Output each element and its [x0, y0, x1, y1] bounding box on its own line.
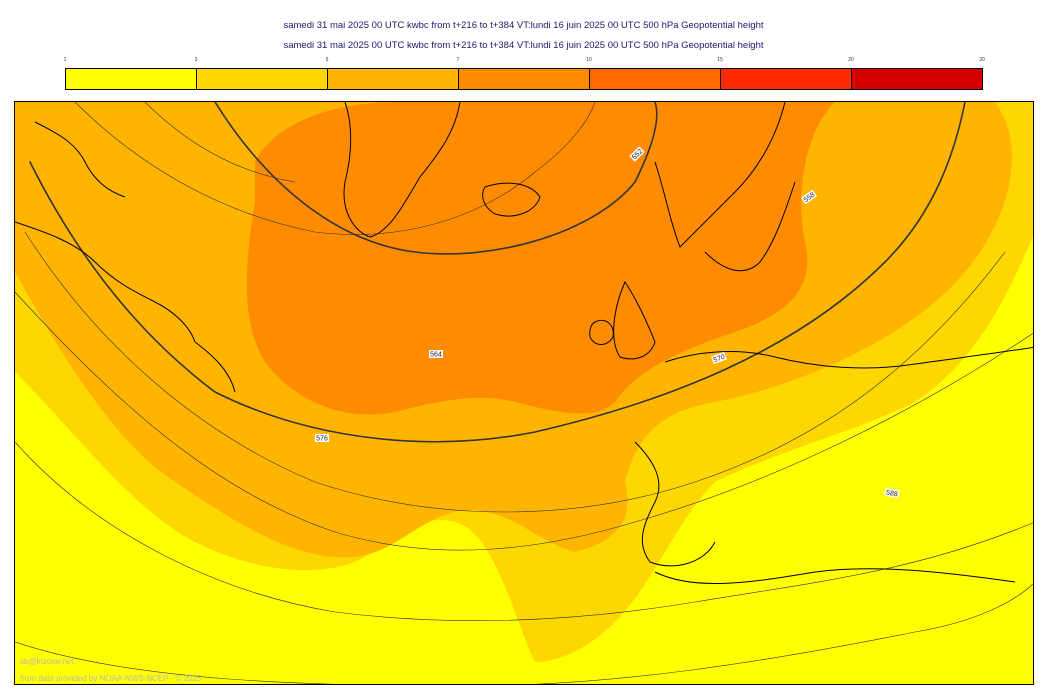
legend-swatch-1: [66, 69, 197, 89]
legend-tick-15: 15: [717, 57, 723, 63]
weather-map[interactable]: 552 558 564 570 576 588: [14, 101, 1034, 685]
svg-text:576: 576: [316, 436, 328, 443]
legend-swatch-5: [590, 69, 721, 89]
svg-text:588: 588: [885, 490, 898, 499]
legend-tick-7: 7: [456, 57, 460, 63]
data-source-credit: from data provided by NOAA-NWS-NCEP - © …: [20, 674, 202, 683]
site-credit: sb@lrizone.net: [20, 657, 74, 666]
chart-title-line-2: samedi 31 mai 2025 00 UTC kwbc from t+21…: [283, 40, 764, 51]
legend-swatch-3: [328, 69, 459, 89]
contour-label-564: 564: [429, 350, 443, 359]
svg-text:570: 570: [713, 354, 726, 365]
contour-label-570: 570: [711, 351, 727, 365]
legend-swatch-4: [459, 69, 590, 89]
chart-title-line-1: samedi 31 mai 2025 00 UTC kwbc from t+21…: [283, 20, 764, 31]
map-canvas: 552 558 564 570 576 588: [15, 102, 1033, 684]
legend-swatch-6: [721, 69, 852, 89]
contour-label-588: 588: [884, 487, 900, 499]
legend-tick-3: 3: [194, 57, 198, 63]
shade-level-4: [246, 102, 835, 415]
legend-tick-5: 5: [325, 57, 329, 63]
color-legend: [65, 68, 983, 90]
legend-tick-1: 1: [63, 57, 67, 63]
legend-tick-30: 30: [979, 57, 985, 63]
contour-lines: [15, 102, 1033, 684]
coastlines: [15, 102, 1033, 584]
legend-tick-20: 20: [848, 57, 854, 63]
legend-tick-10: 10: [586, 57, 592, 63]
legend-swatch-2: [197, 69, 328, 89]
contour-labels: 552 558 564 570 576 588: [315, 146, 900, 498]
legend-swatch-7: [852, 69, 982, 89]
svg-text:564: 564: [430, 352, 442, 359]
contour-label-576: 576: [315, 434, 329, 443]
